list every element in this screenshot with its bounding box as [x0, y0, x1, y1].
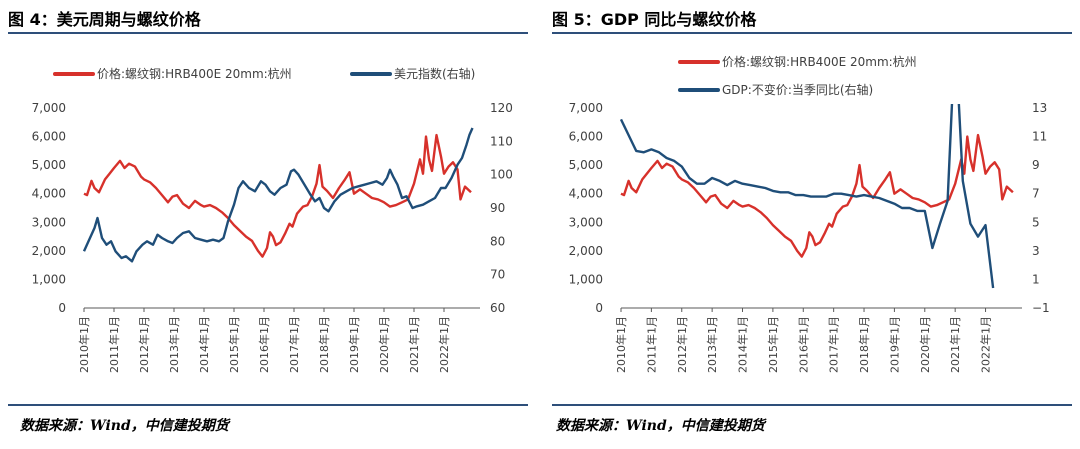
- left-series-rebar-price-line: [83, 133, 472, 258]
- right-right-tick-label: 7: [1032, 187, 1040, 201]
- right-x-tick-label: 2013年1月: [705, 316, 719, 373]
- right-top-divider: [552, 32, 1072, 34]
- left-x-tick-label: 2017年1月: [287, 316, 301, 373]
- right-chart-title: 图 5：GDP 同比与螺纹价格: [552, 10, 757, 29]
- right-left-tick-label: 5,000: [569, 158, 603, 172]
- left-right-tick-label: 60: [490, 301, 505, 315]
- right-x-tick-label: 2018年1月: [857, 316, 871, 373]
- left-left-tick-label: 3,000: [32, 215, 66, 229]
- right-right-tick-label: 11: [1032, 130, 1047, 144]
- left-legend-label: 美元指数(右轴): [394, 66, 475, 81]
- right-x-tick-label: 2021年1月: [948, 316, 962, 373]
- right-series-rebar-price-line: [620, 133, 1014, 258]
- right-x-tick-label: 2014年1月: [736, 316, 750, 373]
- right-series-gdp-yoy-line: [619, 104, 995, 289]
- right-chart: 01,0002,0003,0004,0005,0006,0007,000−113…: [569, 54, 1050, 373]
- right-left-tick-label: 4,000: [569, 187, 603, 201]
- right-left-tick-label: 6,000: [569, 130, 603, 144]
- right-right-tick-label: 3: [1032, 244, 1040, 258]
- right-left-tick-label: 7,000: [569, 101, 603, 115]
- right-left-tick-label: 0: [595, 301, 603, 315]
- right-right-tick-label: 1: [1032, 272, 1040, 286]
- left-chart: 0 1,000 2,000 3,000 4,000 5,000 6,000 7,000 60 70…: [32, 66, 513, 373]
- left-bottom-divider: [8, 404, 528, 406]
- left-left-tick-label: 1,000: [32, 272, 66, 286]
- right-right-tick-label: 5: [1032, 215, 1040, 229]
- left-x-tick-label: 2012年1月: [137, 316, 151, 373]
- left-x-tick-label: 2018年1月: [317, 316, 331, 373]
- right-legend-label: 价格:螺纹钢:HRB400E 20mm:杭州: [722, 54, 917, 69]
- left-x-tick-label: 2020年1月: [377, 316, 391, 373]
- right-x-tick-label: 2019年1月: [887, 316, 901, 373]
- left-x-tick-label: 2022年1月: [437, 316, 451, 373]
- right-x-tick-label: 2012年1月: [675, 316, 689, 373]
- left-left-tick-label: 6,000: [32, 130, 66, 144]
- right-source-note: 数据来源：Wind，中信建投期货: [556, 418, 765, 434]
- left-top-divider: [8, 32, 528, 34]
- left-x-tick-label: 2016年1月: [257, 316, 271, 373]
- left-left-tick-label: 7,000: [32, 101, 66, 115]
- left-right-tick-label: 70: [490, 268, 505, 282]
- left-series-usd-index-line: [82, 127, 474, 263]
- left-source-note: 数据来源：Wind，中信建投期货: [20, 418, 229, 434]
- left-right-tick-label: 80: [490, 234, 505, 248]
- left-right-tick-label: 120: [490, 101, 513, 115]
- left-x-tick-label: 2014年1月: [197, 316, 211, 373]
- right-right-tick-label: 13: [1032, 101, 1047, 115]
- right-x-tick-label: 2015年1月: [766, 316, 780, 373]
- left-left-tick-label: 2,000: [32, 244, 66, 258]
- left-x-tick-label: 2013年1月: [167, 316, 181, 373]
- left-x-tick-label: 2011年1月: [107, 316, 121, 373]
- left-x-tick-label: 2015年1月: [227, 316, 241, 373]
- left-x-tick-label: 2019年1月: [347, 316, 361, 373]
- left-x-tick-label: 2021年1月: [407, 316, 421, 373]
- left-right-tick-label: 90: [490, 201, 505, 215]
- right-x-tick-label: 2020年1月: [918, 316, 932, 373]
- left-left-tick-label: 4,000: [32, 187, 66, 201]
- right-left-tick-label: 1,000: [569, 272, 603, 286]
- right-x-tick-label: 2022年1月: [979, 316, 993, 373]
- left-right-tick-label: 100: [490, 168, 513, 182]
- left-legend-label: 价格:螺纹钢:HRB400E 20mm:杭州: [97, 66, 292, 81]
- right-x-tick-label: 2016年1月: [796, 316, 810, 373]
- left-left-tick-label: 0: [58, 301, 66, 315]
- left-x-tick-label: 2010年1月: [77, 316, 91, 373]
- right-x-tick-label: 2011年1月: [644, 316, 658, 373]
- right-x-tick-label: 2010年1月: [614, 316, 628, 373]
- right-left-tick-label: 3,000: [569, 215, 603, 229]
- right-right-tick-label: 9: [1032, 158, 1040, 172]
- left-right-tick-label: 110: [490, 134, 513, 148]
- right-x-tick-label: 2017年1月: [827, 316, 841, 373]
- left-chart-title: 图 4：美元周期与螺纹价格: [8, 10, 201, 29]
- left-left-tick-label: 5,000: [32, 158, 66, 172]
- right-bottom-divider: [552, 404, 1072, 406]
- right-legend-label: GDP:不变价:当季同比(右轴): [722, 82, 873, 97]
- right-right-tick-label: −1: [1032, 301, 1050, 315]
- right-left-tick-label: 2,000: [569, 244, 603, 258]
